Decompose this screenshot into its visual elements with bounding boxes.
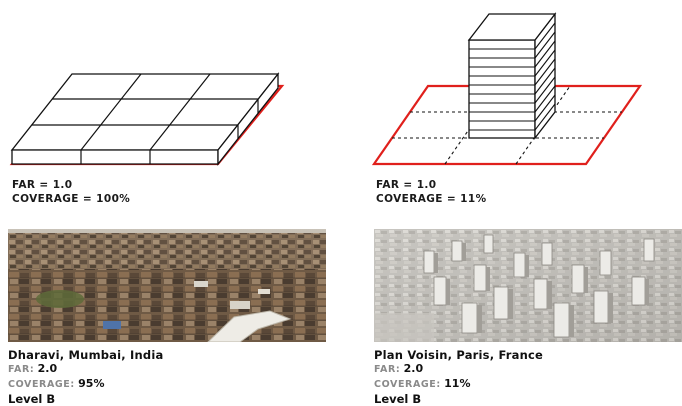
dharavi-photo xyxy=(8,229,326,342)
plan-voisin-model-image xyxy=(374,229,682,342)
coverage-value: 95% xyxy=(78,377,105,390)
coverage-metric: COVERAGE: 95% xyxy=(8,377,163,392)
tower-caption: FAR = 1.0 COVERAGE = 11% xyxy=(376,178,487,206)
level-label: Level B xyxy=(8,392,56,406)
tower-front-face xyxy=(468,39,536,139)
far-value: 2.0 xyxy=(37,362,58,375)
coverage-label: COVERAGE = 100% xyxy=(12,193,131,205)
far-metric: FAR: 2.0 xyxy=(374,362,543,377)
place-name: Plan Voisin, Paris, France xyxy=(374,348,544,362)
tower-drawing xyxy=(371,12,643,166)
coverage-label: COVERAGE = 11% xyxy=(376,193,487,205)
dharavi-info: Dharavi, Mumbai, India FAR: 2.0 COVERAGE… xyxy=(8,348,163,406)
level-label: Level B xyxy=(374,392,422,406)
coverage-metric: COVERAGE: 11% xyxy=(374,377,543,392)
coverage-key: COVERAGE: xyxy=(374,379,441,390)
tower-diagram xyxy=(360,0,660,172)
place-name: Dharavi, Mumbai, India xyxy=(8,348,164,362)
coverage-key: COVERAGE: xyxy=(8,379,75,390)
tower-top-face xyxy=(467,13,557,41)
far-value: 2.0 xyxy=(403,362,424,375)
full-coverage-caption: FAR = 1.0 COVERAGE = 100% xyxy=(12,178,130,206)
plan-voisin-info: Plan Voisin, Paris, France FAR: 2.0 COVE… xyxy=(374,348,543,406)
far-label: FAR = 1.0 xyxy=(376,179,437,191)
far-label: FAR = 1.0 xyxy=(12,179,73,191)
far-key: FAR: xyxy=(8,364,35,375)
dharavi-rooftops-image xyxy=(8,229,326,342)
far-metric: FAR: 2.0 xyxy=(8,362,163,377)
full-coverage-block-drawing xyxy=(9,72,285,166)
coverage-value: 11% xyxy=(444,377,471,390)
block-front-face xyxy=(11,149,219,165)
full-coverage-diagram xyxy=(0,60,300,170)
far-key: FAR: xyxy=(374,364,401,375)
plan-voisin-photo xyxy=(374,229,682,342)
